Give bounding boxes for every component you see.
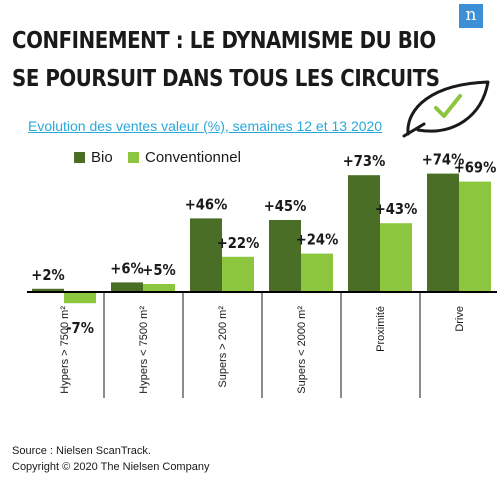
bar-bio-0 xyxy=(32,288,64,292)
legend-label-bio: Bio xyxy=(91,148,113,166)
category-label-4: Proximité xyxy=(375,306,387,352)
category-label-5: Drive xyxy=(454,306,466,332)
data-label-bio-0: +2% xyxy=(31,267,64,284)
legend-item-bio: Bio xyxy=(74,147,113,167)
data-label-bio-3: +45% xyxy=(264,198,307,215)
data-label-bio-2: +46% xyxy=(185,197,228,214)
bar-bio-4 xyxy=(348,175,380,292)
category-label-1: Hypers < 7500 m² xyxy=(138,306,150,394)
bar-conventionnel-1 xyxy=(143,284,175,292)
page-title-line-1: CONFINEMENT : LE DYNAMISME DU BIO xyxy=(12,28,436,54)
bar-bio-3 xyxy=(269,220,301,292)
data-label-bio-4: +73% xyxy=(343,153,386,170)
legend-swatch-conventionnel xyxy=(128,151,139,163)
data-label-conventionnel-1: +5% xyxy=(142,262,175,279)
nielsen-logo-badge: n xyxy=(459,4,483,28)
legend-swatch-bio xyxy=(74,151,85,163)
bar-conventionnel-0 xyxy=(64,292,96,304)
bar-conventionnel-2 xyxy=(222,256,254,292)
data-label-conventionnel-5: +69% xyxy=(454,160,497,177)
source-note: Source : Nielsen ScanTrack. xyxy=(12,445,151,457)
category-label-2: Supers > 200 m² xyxy=(217,306,229,388)
legend-label-conventionnel: Conventionnel xyxy=(145,148,241,166)
bar-conventionnel-4 xyxy=(380,223,412,292)
data-label-conventionnel-2: +22% xyxy=(217,235,260,252)
data-label-conventionnel-0: -7% xyxy=(66,320,94,337)
category-label-0: Hypers > 7500 m² xyxy=(59,306,71,394)
bar-bio-2 xyxy=(190,218,222,292)
data-label-conventionnel-3: +24% xyxy=(296,232,339,249)
data-label-conventionnel-4: +43% xyxy=(375,201,418,218)
legend-item-conventionnel: Conventionnel xyxy=(128,147,241,167)
leaf-check-icon xyxy=(402,80,490,138)
data-label-bio-1: +6% xyxy=(110,261,143,278)
page-title-line-2: SE POURSUIT DANS TOUS LES CIRCUITS xyxy=(12,66,440,92)
bar-bio-5 xyxy=(427,173,459,292)
data-label-bio-5: +74% xyxy=(422,152,465,169)
bar-bio-1 xyxy=(111,282,143,292)
category-label-3: Supers < 2000 m² xyxy=(296,306,308,394)
bar-conventionnel-3 xyxy=(301,253,333,292)
chart-subtitle: Evolution des ventes valeur (%), semaine… xyxy=(28,118,383,134)
copyright-note: Copyright © 2020 The Nielsen Company xyxy=(12,461,210,473)
bar-conventionnel-5 xyxy=(459,181,491,292)
